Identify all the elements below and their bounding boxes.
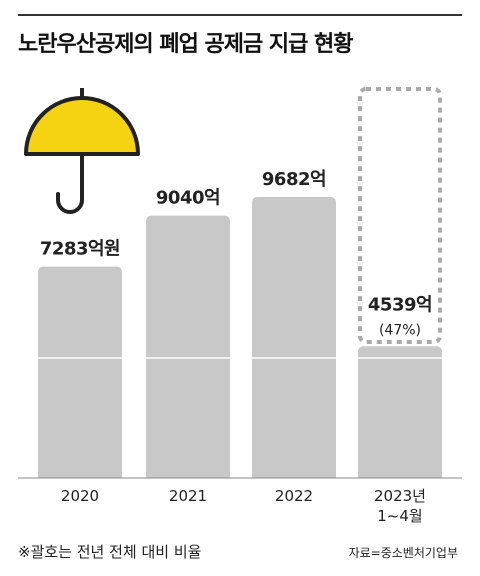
bar: [38, 266, 122, 478]
value-label: 4539억: [368, 294, 432, 315]
x-tick-label: 2020: [60, 487, 100, 505]
bar: [252, 197, 336, 478]
x-tick-label: 2023년 1~4월: [374, 487, 426, 525]
footnote: ※괄호는 전년 전체 대비 비율: [18, 543, 202, 561]
value-label: 7283억원: [40, 239, 120, 260]
x-tick-label: 2021: [168, 487, 208, 505]
x-tick-label: 2022: [274, 487, 314, 505]
value-label: 9040억: [156, 188, 220, 209]
source: 자료=중소벤처기업부: [348, 546, 458, 560]
estimate-outline: [358, 87, 442, 344]
chart-title: 노란우산공제의 폐업 공제금 지급 현황: [18, 32, 353, 57]
bar: [146, 215, 230, 478]
umbrella-icon: [24, 88, 140, 214]
annotation: (47%): [379, 322, 421, 338]
value-label: 9682억: [262, 169, 326, 190]
bar: [358, 346, 442, 478]
